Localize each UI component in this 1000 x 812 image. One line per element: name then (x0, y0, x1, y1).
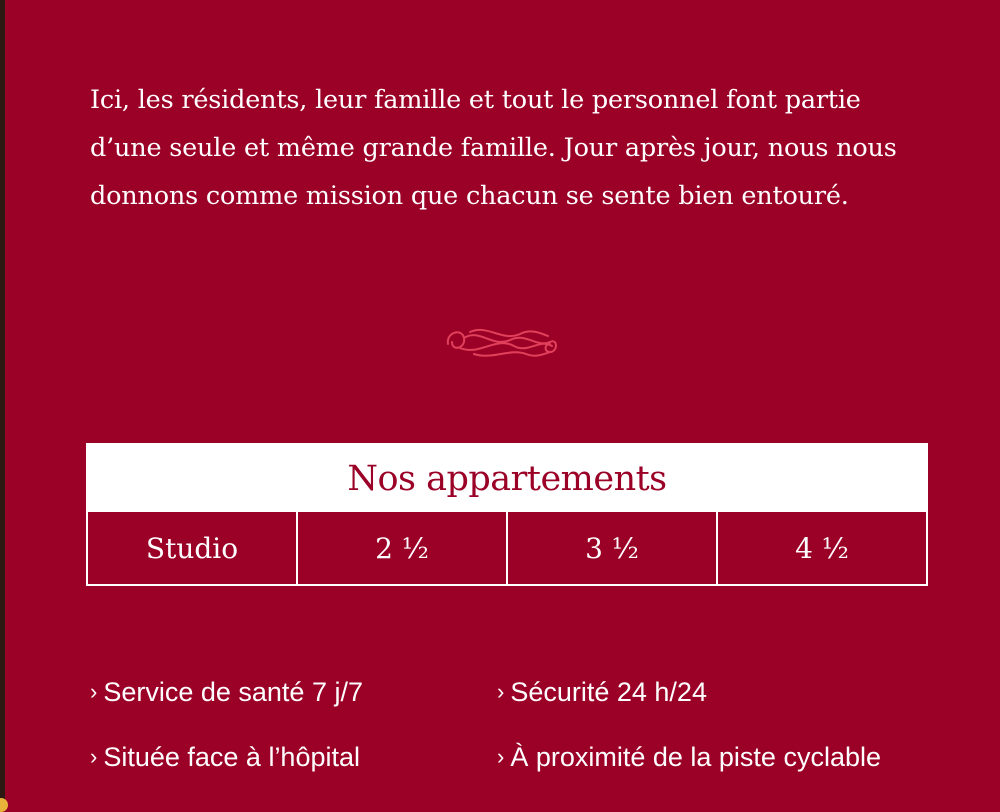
apartment-type-4-5: 4 ½ (716, 512, 926, 584)
apartment-type-2-5: 2 ½ (296, 512, 506, 584)
intro-paragraph: Ici, les résidents, leur famille et tout… (90, 85, 897, 211)
flourish-ornament-icon (446, 329, 557, 357)
feature-label: Sécurité 24 h/24 (510, 677, 707, 707)
feature-security: › Sécurité 24 h/24 (497, 677, 707, 708)
feature-hospital-location: › Située face à l’hôpital (90, 742, 360, 773)
feature-label: Située face à l’hôpital (103, 742, 360, 772)
left-edge-strip (0, 0, 5, 811)
corner-dot (0, 798, 8, 812)
feature-label: Service de santé 7 j/7 (103, 677, 363, 707)
apartments-title: Nos appartements (88, 445, 926, 512)
apartments-table: Nos appartements Studio 2 ½ 3 ½ 4 ½ (86, 443, 928, 586)
feature-label: À proximité de la piste cyclable (510, 742, 881, 772)
chevron-right-icon: › (90, 679, 98, 704)
feature-health-service: › Service de santé 7 j/7 (90, 677, 363, 708)
chevron-right-icon: › (497, 744, 505, 769)
apartment-type-3-5: 3 ½ (506, 512, 716, 584)
apartment-type-studio: Studio (145, 531, 239, 565)
feature-bike-path: › À proximité de la piste cyclable (497, 742, 881, 773)
chevron-right-icon: › (497, 679, 505, 704)
apartments-types-row: Studio 2 ½ 3 ½ 4 ½ (88, 512, 926, 584)
chevron-right-icon: › (90, 744, 98, 769)
